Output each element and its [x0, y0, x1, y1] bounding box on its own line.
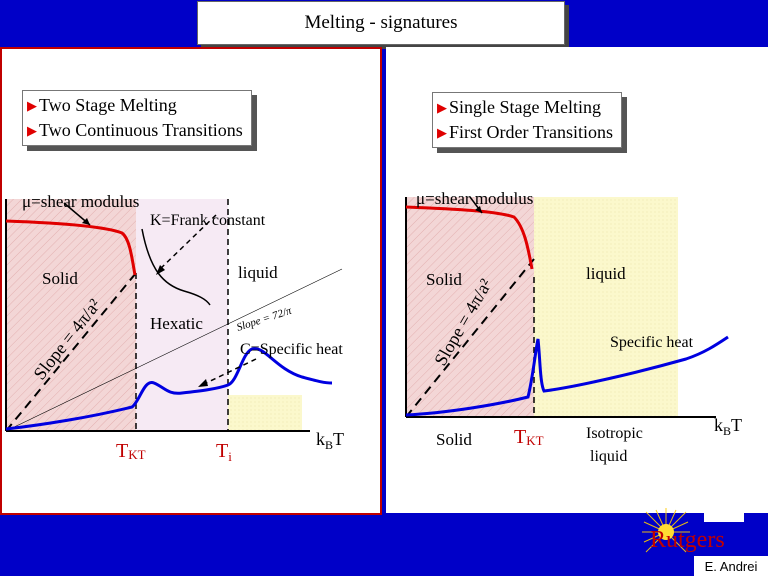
thin-slope-line — [5, 268, 343, 432]
sun-core-icon — [658, 524, 674, 540]
specific-heat-label: Specific heat — [610, 334, 694, 351]
left-bullet-2-text: Two Continuous Transitions — [39, 120, 243, 140]
right-bullet-1: ▶ Single Stage Melting — [437, 95, 613, 120]
shear-modulus-curve — [405, 205, 534, 270]
liquid-region — [534, 197, 678, 417]
left-panel-two-stage: ▶ Two Stage Melting ▶ Two Continuous Trans… — [0, 47, 382, 515]
kbt-label: kBT — [714, 415, 742, 438]
specific-heat-label: C=Specific heat — [240, 341, 343, 358]
right-bullet-box: ▶ Single Stage Melting ▶ First Order Trans… — [432, 92, 623, 148]
bullet-arrow-icon: ▶ — [27, 98, 37, 113]
rutgers-logo — [642, 508, 744, 553]
liquid-label: liquid — [586, 264, 626, 283]
logo-white-bar — [704, 512, 744, 522]
author-credit: E. Andrei — [694, 556, 768, 576]
left-bullet-1: ▶ Two Stage Melting — [27, 93, 243, 118]
slope-dashed-line — [405, 258, 535, 418]
liquid-label: liquid — [238, 263, 278, 282]
right-bullet-2: ▶ First Order Transitions — [437, 120, 613, 145]
liquid-region — [228, 395, 302, 431]
shear-modulus-curve — [5, 219, 137, 276]
frank-arrowhead-icon — [156, 265, 165, 275]
ti-label: Ti — [216, 440, 232, 464]
right-diagram: μ=shear modulus Solid liquid Slope = 4π/… — [405, 189, 742, 465]
shear-modulus-label: μ=shear modulus — [416, 189, 533, 208]
left-bullet-2: ▶ Two Continuous Transitions — [27, 118, 243, 143]
shear-modulus-label: μ=shear modulus — [22, 192, 139, 211]
bullet-arrow-icon: ▶ — [437, 100, 447, 115]
right-bullet-1-text: Single Stage Melting — [449, 97, 601, 117]
specific-heat-curve — [405, 335, 729, 417]
frank-constant-curve — [141, 228, 211, 306]
frank-arrow — [157, 214, 217, 272]
solid-region — [406, 197, 534, 417]
slope-dashed-line — [5, 272, 137, 432]
heat-arrow — [201, 358, 257, 386]
shear-arrowhead-icon — [82, 218, 90, 225]
solid-bottom-label: Solid — [436, 430, 472, 449]
frank-label: K=Frank constant — [150, 212, 266, 229]
shear-arrowhead-icon — [475, 206, 482, 213]
left-diagram: μ=shear modulus K=Frank constant Solid l… — [5, 192, 344, 464]
slope-inner-label: Slope = 72/π — [235, 305, 293, 334]
left-bullet-1-text: Two Stage Melting — [39, 95, 177, 115]
right-bullet-2-text: First Order Transitions — [449, 122, 614, 142]
left-bullet-box: ▶ Two Stage Melting ▶ Two Continuous Trans… — [22, 90, 252, 146]
heat-arrowhead-icon — [198, 379, 208, 387]
isotropic-label-1: Isotropic — [586, 425, 643, 442]
tkt-label: TKT — [514, 426, 544, 448]
solid-label: Solid — [42, 269, 78, 288]
slide-title: Melting - signatures — [197, 1, 565, 45]
hexatic-label: Hexatic — [150, 314, 203, 333]
rutgers-logo-text: Rutgers — [650, 527, 725, 553]
bullet-arrow-icon: ▶ — [27, 123, 37, 138]
right-panel-single-stage: ▶ Single Stage Melting ▶ First Order Trans… — [386, 47, 768, 513]
specific-heat-curve — [5, 347, 333, 431]
isotropic-label-2: liquid — [590, 448, 627, 465]
kbt-label: kBT — [316, 429, 344, 452]
solid-label: Solid — [426, 270, 462, 289]
solid-region — [6, 199, 136, 431]
bullet-arrow-icon: ▶ — [437, 125, 447, 140]
tkt-label: TKT — [116, 440, 146, 462]
